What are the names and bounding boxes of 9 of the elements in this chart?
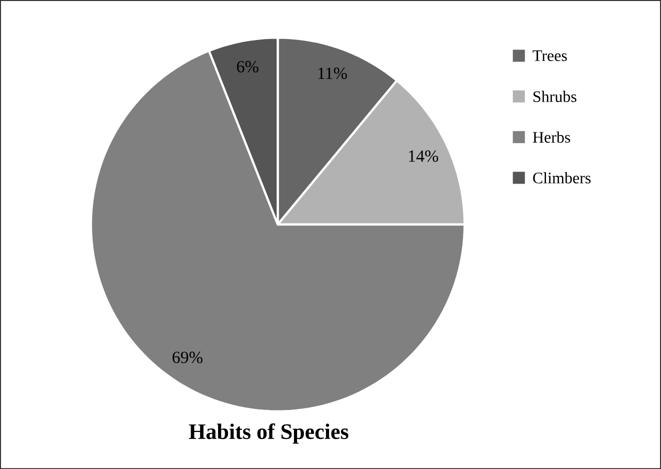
data-label: 11% — [318, 67, 347, 80]
text: Habits of Species — [188, 423, 348, 444]
data-label: 6% — [237, 60, 258, 72]
legend-label: Climbers — [533, 172, 591, 184]
legend-label: Herbs — [532, 131, 570, 143]
legend-label: Trees — [532, 50, 567, 62]
data-label: 14% — [409, 150, 438, 162]
legend-label: Shrubs — [534, 90, 576, 102]
data-label: 69% — [172, 352, 202, 364]
